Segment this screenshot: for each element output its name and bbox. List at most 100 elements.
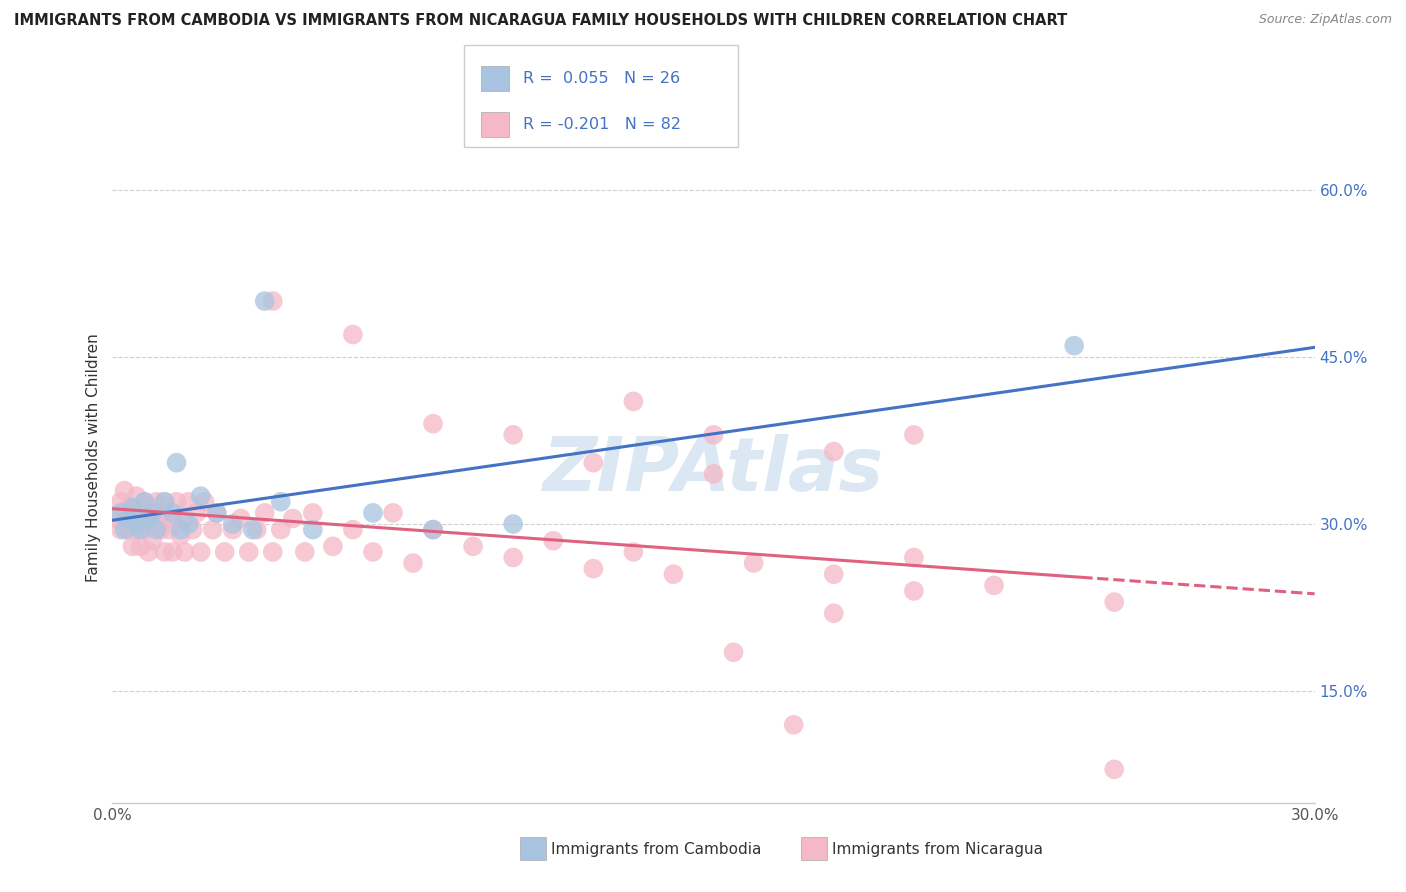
Point: [322, 539, 344, 553]
Point: [173, 511, 195, 525]
Point: [114, 523, 136, 537]
Point: [342, 327, 364, 342]
Point: [422, 523, 444, 537]
Point: [157, 523, 180, 537]
Point: [114, 506, 136, 520]
Point: [162, 511, 184, 525]
Point: [110, 494, 132, 508]
Point: [782, 717, 804, 731]
Point: [222, 523, 245, 537]
Point: [125, 517, 148, 532]
Text: R =  0.055   N = 26: R = 0.055 N = 26: [523, 71, 681, 86]
Point: [105, 511, 128, 525]
Point: [903, 428, 925, 442]
Point: [129, 539, 152, 553]
Point: [461, 539, 484, 553]
Point: [222, 517, 245, 532]
Point: [117, 523, 139, 537]
Text: R = -0.201   N = 82: R = -0.201 N = 82: [523, 118, 681, 132]
Point: [110, 523, 132, 537]
Point: [1102, 595, 1125, 609]
Point: [702, 428, 725, 442]
Point: [823, 567, 845, 582]
Point: [125, 489, 148, 503]
Point: [125, 523, 148, 537]
Point: [186, 506, 208, 520]
Point: [742, 556, 765, 570]
Point: [121, 500, 143, 515]
Point: [177, 517, 200, 532]
Point: [149, 506, 172, 520]
Point: [138, 511, 160, 525]
Point: [149, 523, 172, 537]
Point: [141, 533, 163, 548]
Point: [229, 511, 252, 525]
Point: [110, 506, 132, 520]
Point: [214, 545, 236, 559]
Point: [141, 500, 163, 515]
Text: Source: ZipAtlas.com: Source: ZipAtlas.com: [1258, 13, 1392, 27]
Point: [723, 645, 745, 659]
Point: [302, 523, 325, 537]
Point: [402, 556, 425, 570]
Point: [169, 528, 191, 542]
Point: [621, 545, 644, 559]
Point: [145, 523, 167, 537]
Point: [129, 506, 152, 520]
Point: [145, 517, 167, 532]
Point: [121, 506, 143, 520]
Point: [262, 293, 284, 308]
Point: [342, 523, 364, 537]
Point: [134, 523, 156, 537]
Point: [270, 494, 292, 508]
Point: [702, 467, 725, 481]
Point: [201, 523, 224, 537]
Point: [823, 444, 845, 458]
Point: [190, 489, 212, 503]
Point: [138, 545, 160, 559]
Point: [422, 523, 444, 537]
Point: [134, 494, 156, 508]
Point: [1102, 762, 1125, 776]
Point: [281, 511, 304, 525]
Point: [422, 417, 444, 431]
Point: [121, 539, 143, 553]
Point: [138, 511, 160, 525]
Point: [621, 394, 644, 409]
Point: [823, 607, 845, 621]
Point: [582, 456, 605, 470]
Point: [153, 494, 176, 508]
Point: [190, 545, 212, 559]
Point: [270, 523, 292, 537]
Point: [361, 545, 384, 559]
Point: [114, 483, 136, 498]
Point: [253, 293, 276, 308]
Point: [145, 494, 167, 508]
Point: [169, 523, 191, 537]
Point: [983, 578, 1005, 592]
Text: Immigrants from Nicaragua: Immigrants from Nicaragua: [832, 842, 1043, 856]
Point: [662, 567, 685, 582]
Point: [238, 545, 260, 559]
Point: [361, 506, 384, 520]
Point: [903, 584, 925, 599]
Point: [181, 523, 204, 537]
Point: [1063, 338, 1085, 352]
Y-axis label: Family Households with Children: Family Households with Children: [86, 333, 101, 582]
Point: [194, 494, 217, 508]
Point: [502, 428, 524, 442]
Point: [129, 523, 152, 537]
Point: [582, 562, 605, 576]
Point: [253, 506, 276, 520]
Point: [117, 511, 139, 525]
Point: [117, 500, 139, 515]
Point: [153, 494, 176, 508]
Point: [502, 517, 524, 532]
Text: Immigrants from Cambodia: Immigrants from Cambodia: [551, 842, 762, 856]
Point: [141, 506, 163, 520]
Point: [382, 506, 405, 520]
Point: [242, 523, 264, 537]
Point: [205, 506, 228, 520]
Point: [903, 550, 925, 565]
Point: [543, 533, 565, 548]
